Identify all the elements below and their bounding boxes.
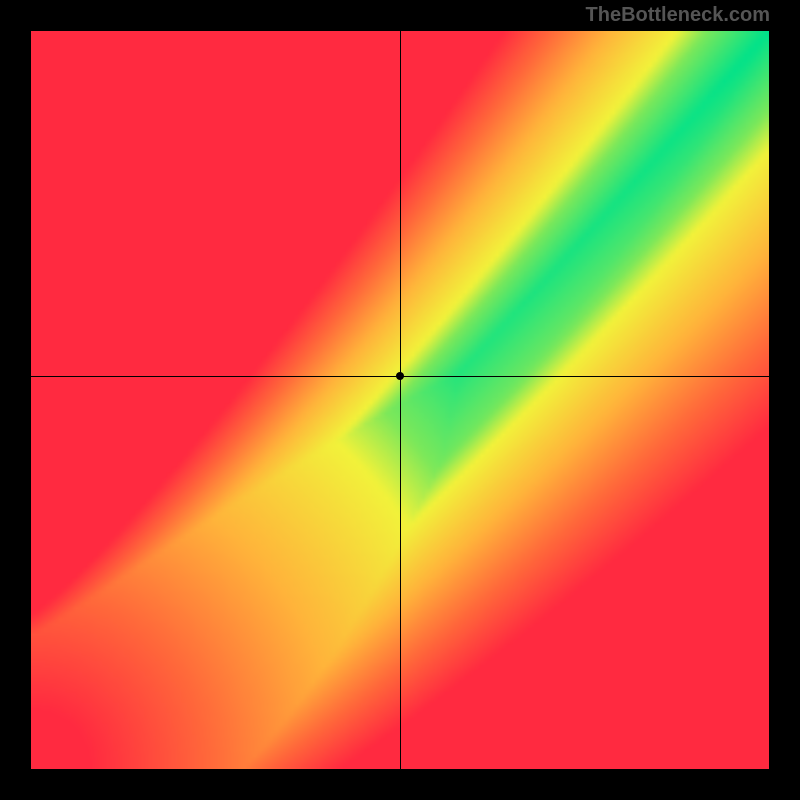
attribution-text: TheBottleneck.com — [586, 4, 770, 27]
chart-container: TheBottleneck.com — [0, 0, 800, 800]
crosshair-vertical — [400, 31, 401, 769]
plot-area — [31, 31, 769, 769]
crosshair-marker — [396, 372, 404, 380]
